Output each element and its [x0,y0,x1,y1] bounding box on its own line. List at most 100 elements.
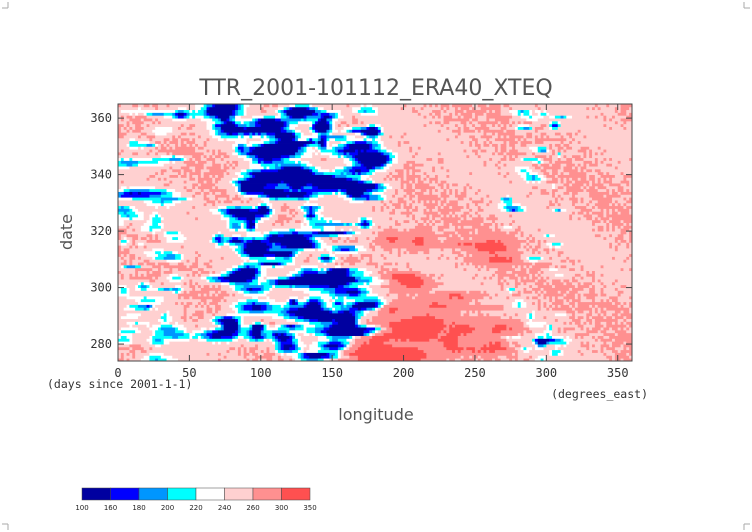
heatmap-cell [172,194,182,198]
heatmap-cell [332,324,356,328]
heatmap-cell [454,225,459,229]
heatmap-cell [266,273,287,277]
heatmap-cell [540,239,544,243]
heatmap-cell [369,174,387,178]
heatmap-cell [289,253,293,257]
heatmap-cell [235,140,247,144]
heatmap-cell [389,177,393,181]
heatmap-cell [118,140,130,144]
heatmap-cell [140,228,150,232]
heatmap-cell [460,312,464,317]
heatmap-cell [343,146,350,150]
heatmap-cell [312,214,316,218]
heatmap-cell [252,279,259,283]
heatmap-cell [512,123,519,127]
heatmap-cell [554,346,559,351]
heatmap-cell [360,132,364,136]
heatmap-cell [132,335,150,339]
heatmap-cell [263,310,282,314]
heatmap-cell [289,211,293,215]
heatmap-cell [572,200,579,204]
heatmap-cell [243,307,253,311]
heatmap-cell [118,335,122,339]
heatmap-cell [380,329,393,334]
heatmap-cell [220,129,225,133]
heatmap-cell [249,281,259,286]
heatmap-cell [343,149,356,153]
heatmap-cell [457,225,462,229]
heatmap-cell [272,307,285,311]
heatmap-cell [600,344,610,348]
heatmap-cell [537,180,542,184]
heatmap-cell [297,211,305,215]
heatmap-cell [275,185,290,190]
heatmap-cell [403,185,407,190]
heatmap-cell [320,146,327,150]
heatmap-cell [512,225,519,229]
heatmap-cell [543,290,547,294]
heatmap-cell [132,262,139,266]
heatmap-cell [149,307,153,311]
heatmap-cell [414,242,424,246]
heatmap-cell [349,293,359,297]
heatmap-cell [340,341,344,345]
heatmap-cell [349,168,356,173]
heatmap-cell [289,312,296,317]
heatmap-cell [383,301,387,305]
heatmap-cell [283,304,290,308]
heatmap-cell [503,205,507,209]
heatmap-cell [209,290,216,294]
heatmap-cell [529,126,533,130]
heatmap-cell [577,129,581,133]
heatmap-cell [389,154,396,159]
heatmap-cell [220,327,225,331]
heatmap-cell [357,279,370,283]
heatmap-cell [155,174,170,178]
heatmap-cell [118,135,125,139]
heatmap-cell [280,163,302,167]
heatmap-cell [574,259,579,263]
heatmap-cell [572,262,576,266]
heatmap-cell [329,290,336,294]
heatmap-cell [195,149,207,153]
heatmap-cell [243,346,247,351]
heatmap-cell [403,132,407,136]
heatmap-cell [492,329,502,334]
heatmap-cell [229,284,236,288]
heatmap-cell [217,152,227,156]
heatmap-cell [500,126,507,130]
heatmap-cell [603,290,619,294]
heatmap-cell [452,321,456,325]
heatmap-cell [223,166,230,170]
heatmap-cell [220,157,225,161]
heatmap-cell [137,214,145,218]
heatmap-cell [349,194,353,198]
heatmap-cell [135,256,139,260]
heatmap-cell [306,298,310,303]
heatmap-cell [283,256,290,260]
heatmap-cell [474,140,479,144]
heatmap-cell [160,154,173,159]
heatmap-cell [577,211,584,215]
heatmap-cell [426,222,430,226]
heatmap-cell [346,194,350,198]
heatmap-cell [537,296,544,300]
heatmap-cell [594,279,599,283]
heatmap-cell [166,231,179,235]
heatmap-cell [452,211,456,215]
heatmap-cell [423,219,427,224]
heatmap-cell [552,185,556,190]
heatmap-cell [432,191,442,195]
heatmap-cell [506,146,513,150]
heatmap-cell [355,276,362,280]
heatmap-cell [137,315,162,320]
heatmap-cell [414,200,419,204]
heatmap-cell [349,346,359,351]
heatmap-cell [332,236,339,240]
heatmap-cell [389,171,393,175]
heatmap-cell [514,344,522,348]
heatmap-cell [589,154,593,159]
heatmap-cell [440,329,444,334]
heatmap-cell [169,262,179,266]
heatmap-cell [449,188,453,192]
